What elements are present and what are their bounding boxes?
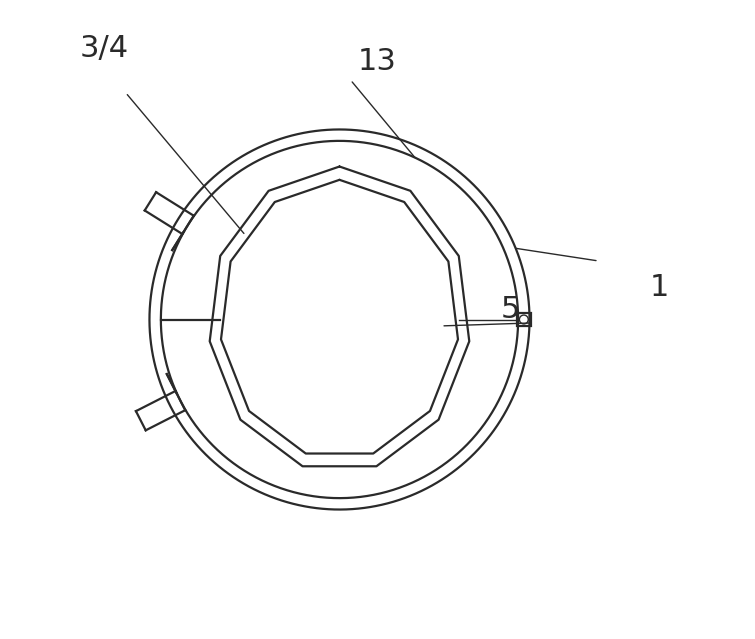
Text: 1: 1 (649, 273, 669, 302)
Bar (517, 312, 531, 327)
Text: 3/4: 3/4 (80, 35, 129, 63)
Text: 5: 5 (501, 295, 520, 325)
Text: 13: 13 (358, 47, 397, 76)
